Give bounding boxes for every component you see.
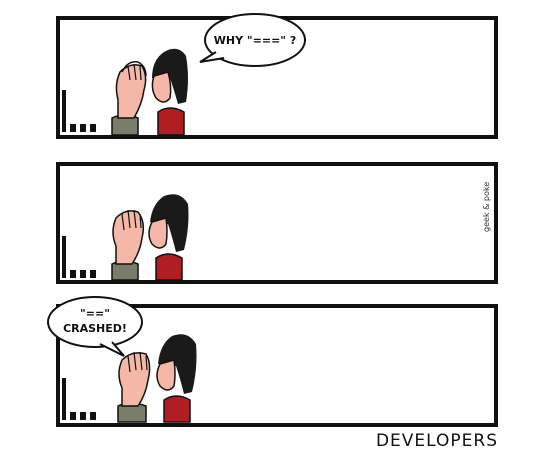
panel3-speech-line1: "==" <box>80 307 110 320</box>
panel1-speech-text: WHY "===" ? <box>214 34 296 47</box>
panel3-speech-bubble: "==" CRASHED! <box>47 296 143 357</box>
credit-text: geek & poke <box>482 182 491 232</box>
panel1-speech-bubble: WHY "===" ? <box>199 13 306 67</box>
panel3-speech-line2: CRASHED! <box>63 322 127 335</box>
panel2-characters <box>62 194 189 281</box>
comic-caption: DEVELOPERS <box>375 431 498 451</box>
panel1-characters <box>62 48 188 136</box>
panel3-characters <box>62 334 197 423</box>
